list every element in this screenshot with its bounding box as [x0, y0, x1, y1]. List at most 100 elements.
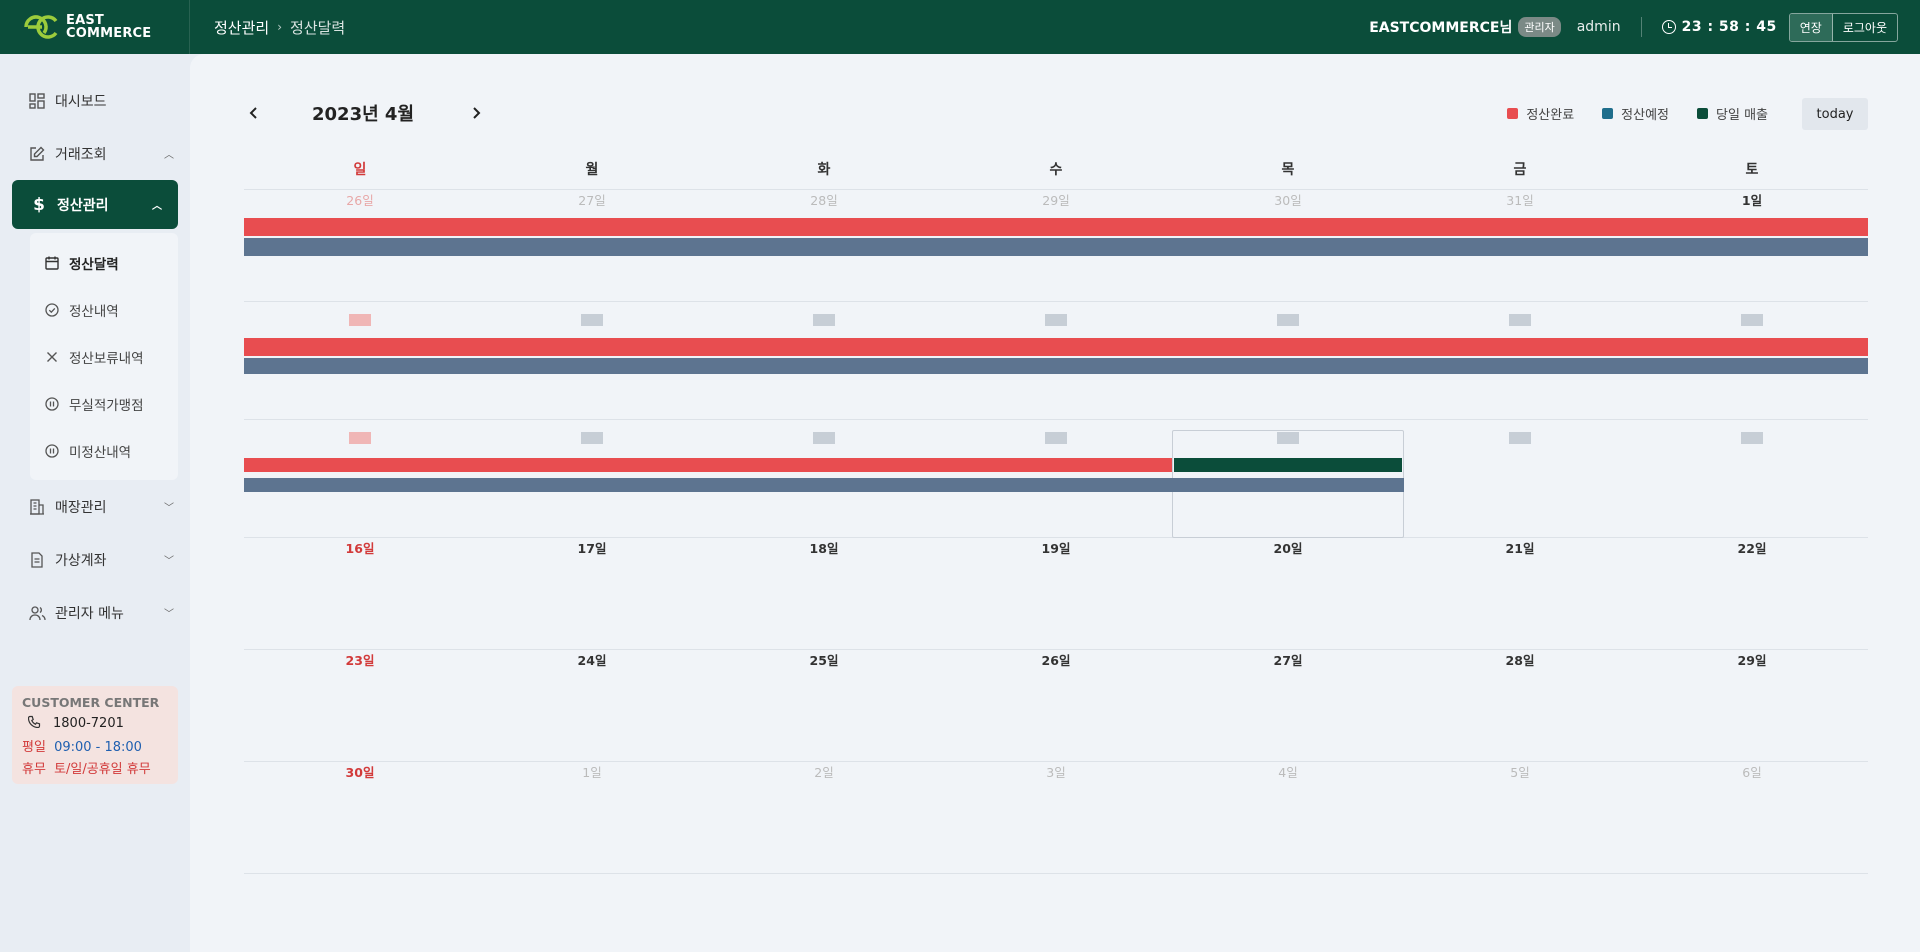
weekday-header: 일 월 화 수 목 금 토 — [244, 150, 1868, 190]
legend-label: 당일 매출 — [1716, 108, 1768, 123]
dashboard-icon — [28, 92, 46, 110]
sub-item-label: 정산내역 — [69, 303, 119, 320]
settled-event-bar[interactable] — [244, 338, 1868, 356]
day-cell[interactable]: 6일 — [1742, 765, 1762, 780]
nav-stores-label: 매장관리 — [55, 499, 107, 516]
day-cell[interactable]: 3일 — [1046, 765, 1066, 780]
nav-admin-menu[interactable]: 관리자 메뉴 ﹀ — [0, 586, 190, 639]
calendar-week — [244, 308, 1868, 420]
day-cell[interactable]: 18일 — [809, 541, 839, 556]
weekday-hours: 09:00 - 18:00 — [54, 740, 142, 755]
calendar-week: 23일 24일 25일 26일 27일 28일 29일 — [244, 650, 1868, 762]
main-content: 2023년 4월 정산완료 정산예정 당일 매출 today 일 월 화 수 목… — [190, 54, 1920, 952]
role-badge: 관리자 — [1518, 17, 1561, 37]
logout-button[interactable]: 로그아웃 — [1833, 14, 1897, 41]
legend-label: 정산완료 — [1526, 108, 1575, 123]
prev-month-button[interactable] — [244, 103, 264, 123]
sub-item-history[interactable]: 정산내역 — [30, 286, 178, 333]
sub-item-calendar[interactable]: 정산달력 — [30, 239, 178, 286]
nav-transactions-label: 거래조회 — [55, 146, 107, 163]
day-cell[interactable]: 27일 — [578, 193, 606, 208]
settled-event-bar[interactable] — [244, 458, 1172, 472]
day-cell[interactable] — [1404, 308, 1636, 330]
day-cell[interactable]: 31일 — [1506, 193, 1534, 208]
nav-virtual-account[interactable]: 가상계좌 ﹀ — [0, 533, 190, 586]
sub-item-label: 정산보류내역 — [69, 350, 144, 367]
day-cell[interactable]: 17일 — [577, 541, 607, 556]
day-cell[interactable] — [244, 426, 476, 448]
day-cell[interactable]: 29일 — [1042, 193, 1070, 208]
scheduled-event-bar[interactable] — [244, 238, 1868, 256]
day-cell[interactable]: 21일 — [1505, 541, 1535, 556]
day-cell[interactable]: 4일 — [1278, 765, 1298, 780]
day-cell[interactable] — [1636, 426, 1868, 448]
day-cell[interactable]: 16일 — [345, 541, 375, 556]
day-cell[interactable]: 19일 — [1041, 541, 1071, 556]
weekday-wed: 수 — [1049, 162, 1063, 178]
day-cell[interactable] — [1172, 308, 1404, 330]
day-cell[interactable] — [708, 308, 940, 330]
scheduled-event-bar[interactable] — [244, 478, 1404, 492]
clock-icon — [1661, 20, 1676, 34]
next-month-button[interactable] — [466, 103, 486, 123]
day-cell[interactable]: 25일 — [809, 653, 839, 668]
breadcrumb-page: 정산달력 — [290, 18, 346, 37]
breadcrumb-section[interactable]: 정산관리 — [214, 18, 270, 37]
legend-settled: 정산완료 — [1507, 104, 1574, 123]
day-cell[interactable]: 29일 — [1737, 653, 1767, 668]
nav-settlement[interactable]: $ 정산관리 ︿ — [12, 180, 178, 229]
same-day-sales-bar[interactable] — [1174, 458, 1402, 472]
holiday-text: 토/일/공휴일 휴무 — [54, 762, 151, 777]
sub-item-unsettled[interactable]: 미정산내역 — [30, 427, 178, 474]
day-cell[interactable]: 20일 — [1273, 541, 1303, 556]
extend-session-button[interactable]: 연장 — [1789, 13, 1833, 41]
day-cell[interactable]: 28일 — [810, 193, 838, 208]
logo-line1: EAST — [66, 13, 104, 28]
day-cell[interactable]: 30일 — [345, 765, 375, 780]
users-icon — [28, 604, 46, 622]
day-cell[interactable]: 28일 — [1505, 653, 1535, 668]
day-cell[interactable]: 5일 — [1510, 765, 1530, 780]
calendar-week: 26일 27일 28일 29일 30일 31일 1일 — [244, 190, 1868, 302]
day-cell[interactable] — [1636, 308, 1868, 330]
day-cell[interactable]: 30일 — [1274, 193, 1302, 208]
pause-circle-icon — [44, 396, 59, 411]
legend-scheduled: 정산예정 — [1602, 104, 1669, 123]
nav-dashboard[interactable]: 대시보드 — [0, 74, 190, 127]
day-cell[interactable]: 2일 — [814, 765, 834, 780]
today-button[interactable]: today — [1802, 98, 1868, 130]
day-cell[interactable] — [940, 426, 1172, 448]
nav-virtual-account-label: 가상계좌 — [55, 552, 107, 569]
sub-item-hold[interactable]: 정산보류내역 — [30, 333, 178, 380]
legend-swatch — [1697, 108, 1709, 119]
scheduled-event-bar[interactable] — [244, 358, 1868, 374]
day-cell[interactable]: 26일 — [346, 193, 374, 208]
day-cell[interactable]: 1일 — [582, 765, 602, 780]
customer-center-title: CUSTOMER CENTER — [22, 695, 160, 710]
day-cell[interactable] — [940, 308, 1172, 330]
day-cell[interactable]: 23일 — [345, 653, 375, 668]
sub-item-inactive-stores[interactable]: 무실적가맹점 — [30, 380, 178, 427]
day-cell[interactable]: 24일 — [577, 653, 607, 668]
day-cell[interactable]: 27일 — [1273, 653, 1303, 668]
chevron-left-icon — [249, 107, 257, 119]
settled-event-bar[interactable] — [244, 218, 1868, 236]
sub-item-label: 정산달력 — [69, 256, 119, 273]
day-cell[interactable] — [476, 308, 708, 330]
sidebar: 대시보드 거래조회 ︿ $ 정산관리 ︿ 정산달력 정산내역 정산 — [0, 54, 190, 952]
customer-center: CUSTOMER CENTER 1800-7201 평일 09:00 - 18:… — [12, 686, 178, 784]
nav-transactions[interactable]: 거래조회 ︿ — [0, 127, 190, 180]
day-cell[interactable] — [476, 426, 708, 448]
nav-stores[interactable]: 매장관리 ﹀ — [0, 480, 190, 533]
customer-center-phone: 1800-7201 — [22, 715, 168, 732]
day-cell[interactable]: 1일 — [1741, 193, 1763, 208]
edit-icon — [28, 145, 46, 163]
day-cell[interactable]: 22일 — [1737, 541, 1767, 556]
day-cell[interactable] — [244, 308, 476, 330]
day-cell[interactable] — [1404, 426, 1636, 448]
day-cell[interactable] — [708, 426, 940, 448]
logo-text: EAST COMMERCE — [66, 14, 151, 40]
day-cell[interactable]: 26일 — [1041, 653, 1071, 668]
holiday-label: 휴무 — [22, 762, 46, 777]
logo[interactable]: EAST COMMERCE — [0, 0, 190, 54]
